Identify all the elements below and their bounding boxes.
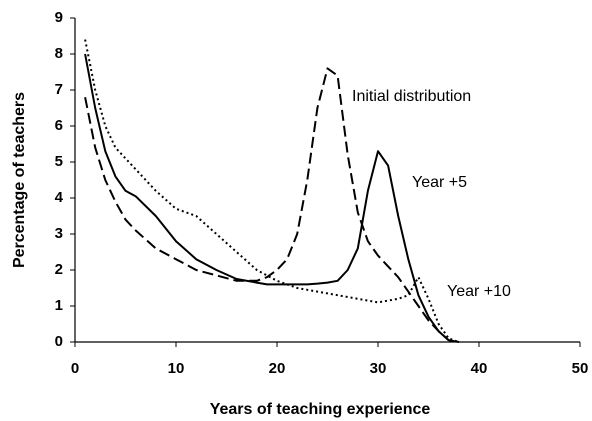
x-tick-label: 40 [471, 360, 488, 377]
y-tick-label: 7 [55, 81, 63, 98]
series-label: Year +10 [447, 283, 511, 300]
y-tick-label: 1 [55, 297, 63, 314]
series-label: Year +5 [412, 174, 467, 191]
x-tick-label: 50 [572, 360, 589, 377]
y-axis-title: Percentage of teachers [11, 92, 28, 268]
series-line [84, 39, 460, 343]
y-tick-label: 6 [55, 117, 63, 134]
x-tick-label: 30 [370, 360, 387, 377]
x-axis-title: Years of teaching experience [210, 401, 431, 418]
y-tick-label: 4 [55, 189, 64, 206]
y-tick-label: 3 [55, 225, 63, 242]
y-tick-label: 5 [55, 153, 63, 170]
series-line [84, 53, 459, 343]
x-tick-label: 0 [71, 360, 79, 377]
series-line [84, 67, 459, 343]
y-tick-label: 0 [55, 333, 63, 350]
y-tick-label: 8 [55, 45, 63, 62]
series-label: Initial distribution [352, 88, 471, 105]
x-tick-label: 20 [269, 360, 286, 377]
x-tick-label: 10 [168, 360, 185, 377]
y-tick-label: 2 [55, 261, 63, 278]
y-tick-label: 9 [55, 9, 63, 26]
